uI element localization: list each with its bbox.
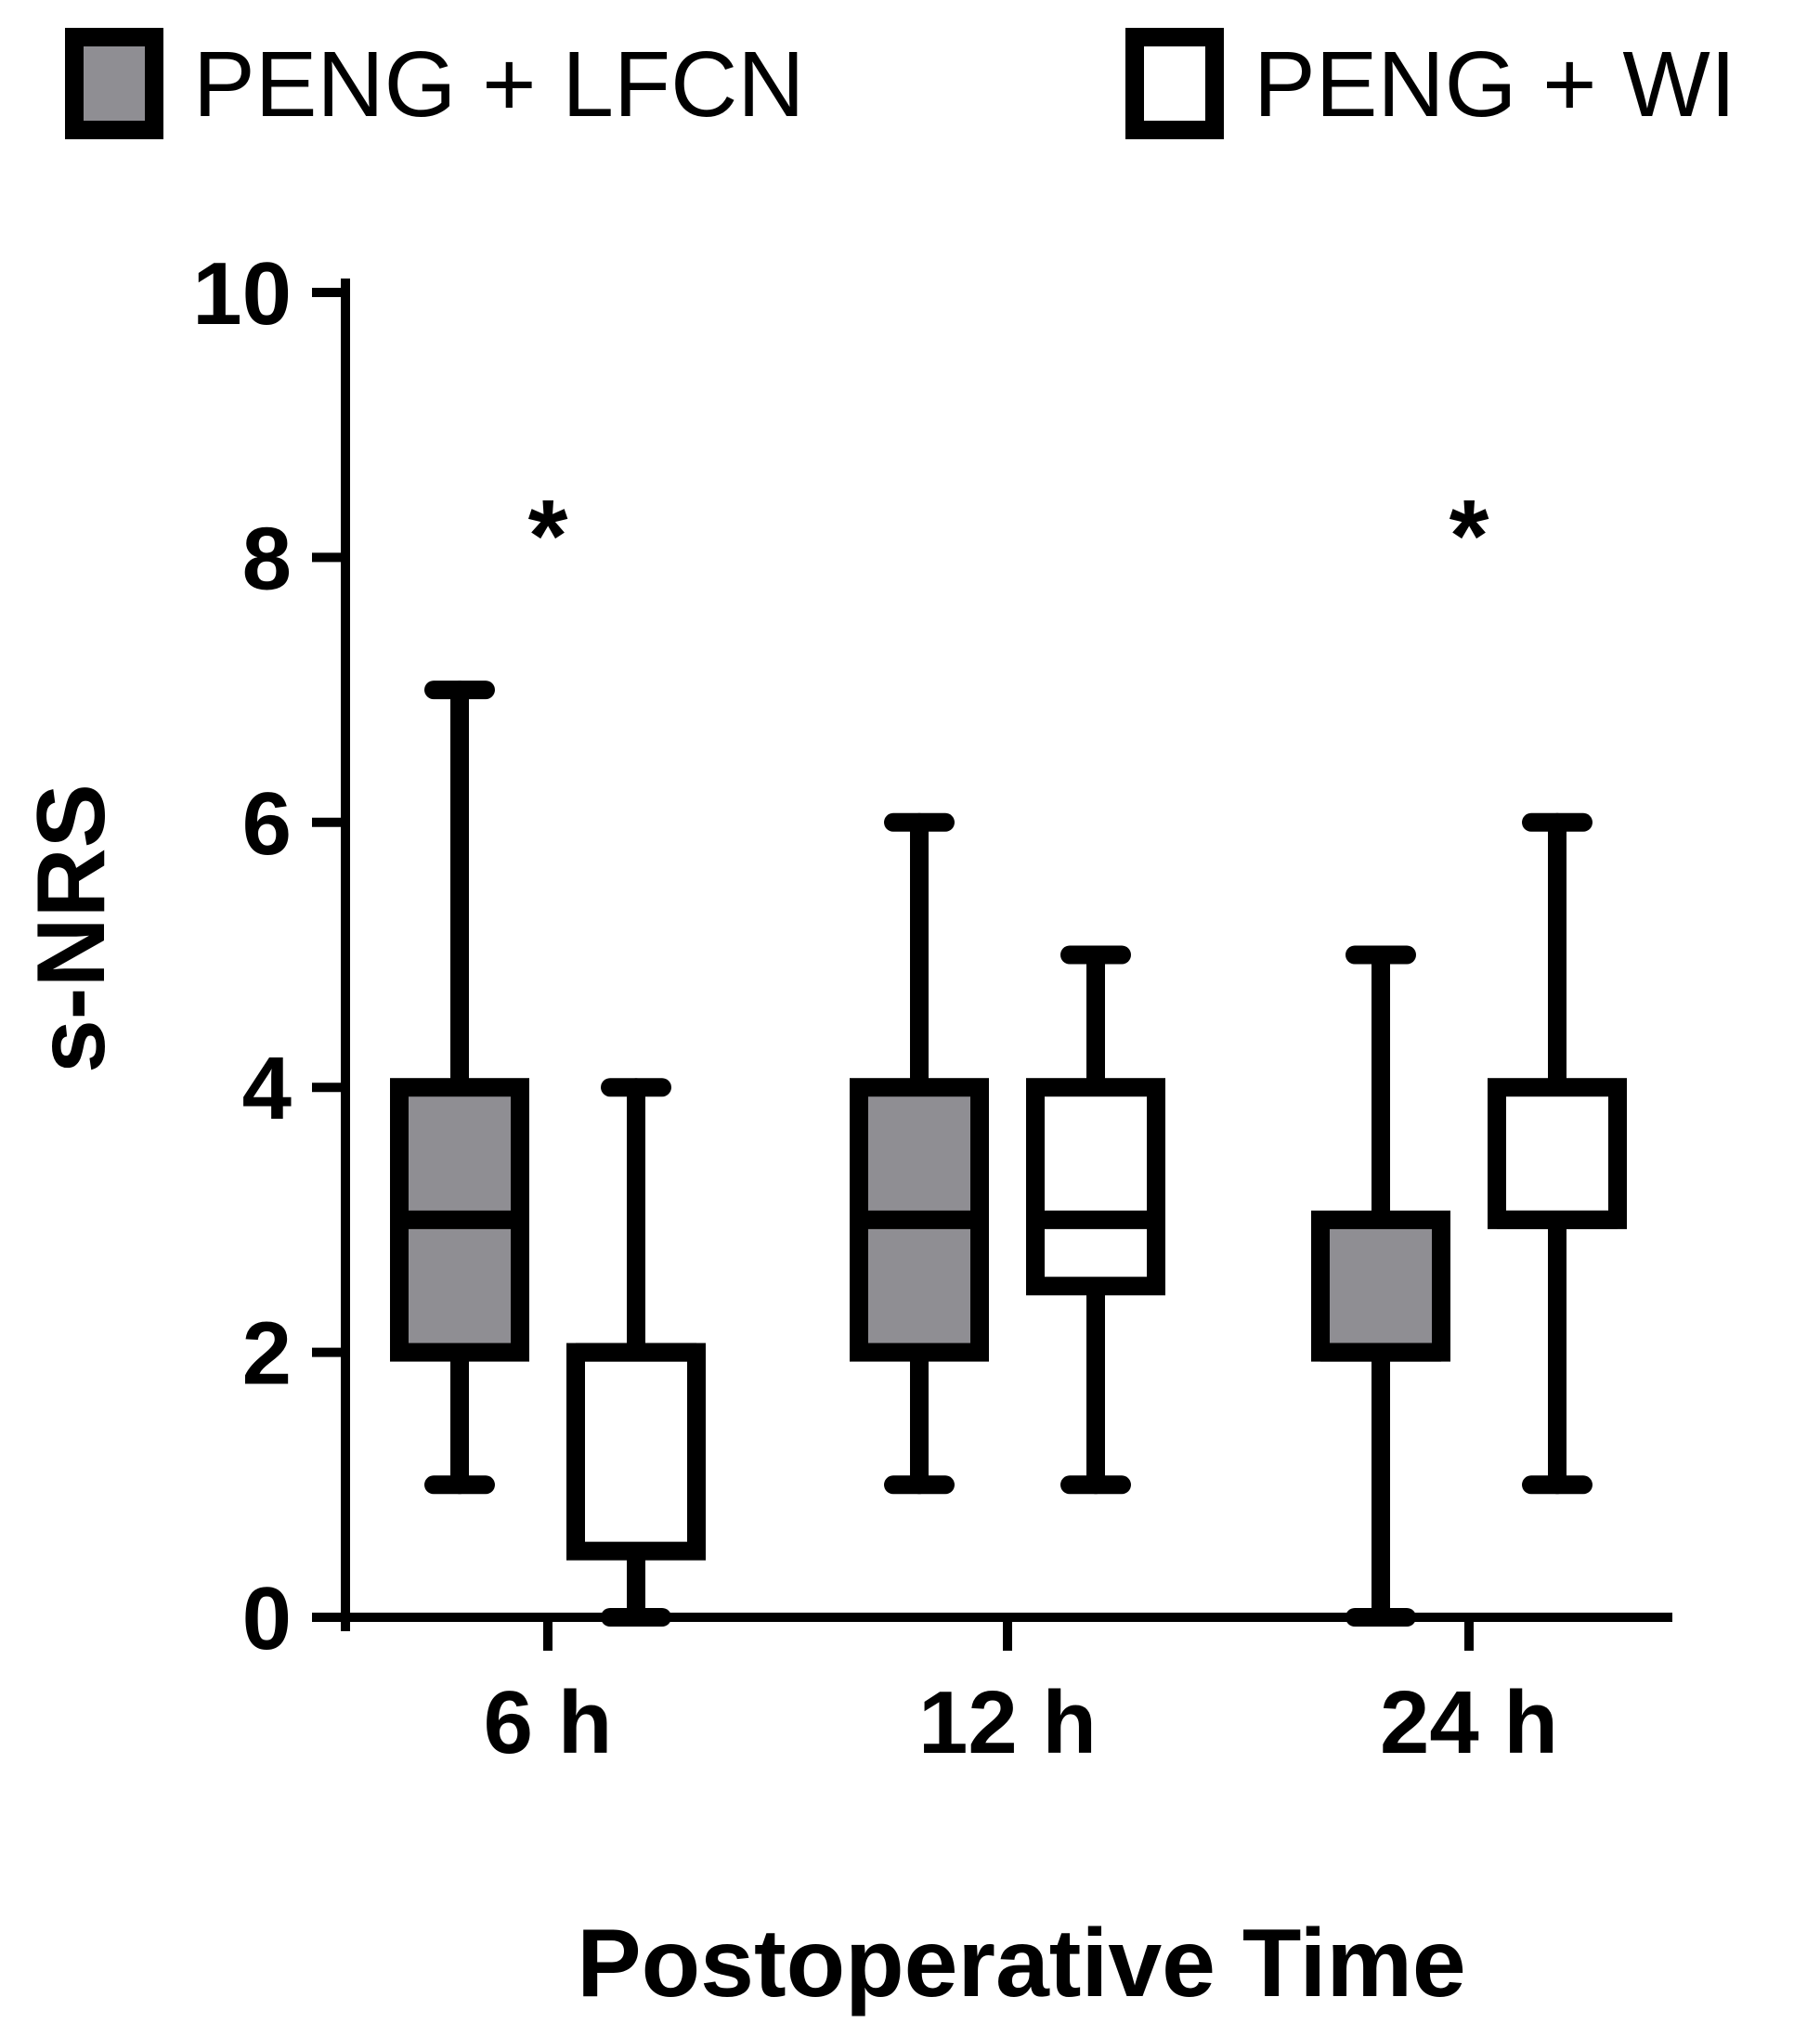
legend-label-peng-lfcn: PENG + LFCN	[193, 32, 805, 136]
legend: PENG + LFCN PENG + WI	[65, 28, 1736, 139]
y-tick-label-4: 4	[242, 1039, 292, 1138]
significance-marker-24-h: *	[1450, 479, 1489, 593]
significance-marker-6-h: *	[528, 479, 568, 593]
y-tick-label-2: 2	[242, 1304, 292, 1404]
x-tick-label-24-h: 24 h	[1380, 1673, 1558, 1772]
x-tick-label-6-h: 6 h	[484, 1673, 613, 1772]
series-peng-wi-24-h-box	[1488, 1078, 1627, 1229]
legend-swatch-peng-lfcn	[65, 28, 163, 139]
y-axis-title: s-NRS	[18, 784, 125, 1073]
x-axis-title: Postoperative Time	[577, 1910, 1466, 2017]
series-peng-wi-12-h-box	[1026, 1078, 1165, 1296]
legend-label-peng-wi: PENG + WI	[1254, 32, 1736, 136]
y-tick-label-6: 6	[242, 774, 292, 874]
series-peng-wi-6-h-box	[566, 1342, 706, 1561]
legend-swatch-peng-wi	[1125, 28, 1224, 139]
y-tick-label-10: 10	[192, 244, 292, 344]
x-tick-label-12-h: 12 h	[918, 1673, 1097, 1772]
y-tick-label-0: 0	[242, 1569, 292, 1668]
plot-area: 0 2 4 6 8 10 6 h 12 h 24 h * *	[192, 244, 1672, 1772]
series-peng-lfcn-24-h-box	[1311, 1210, 1450, 1362]
y-tick-label-8: 8	[242, 509, 292, 608]
